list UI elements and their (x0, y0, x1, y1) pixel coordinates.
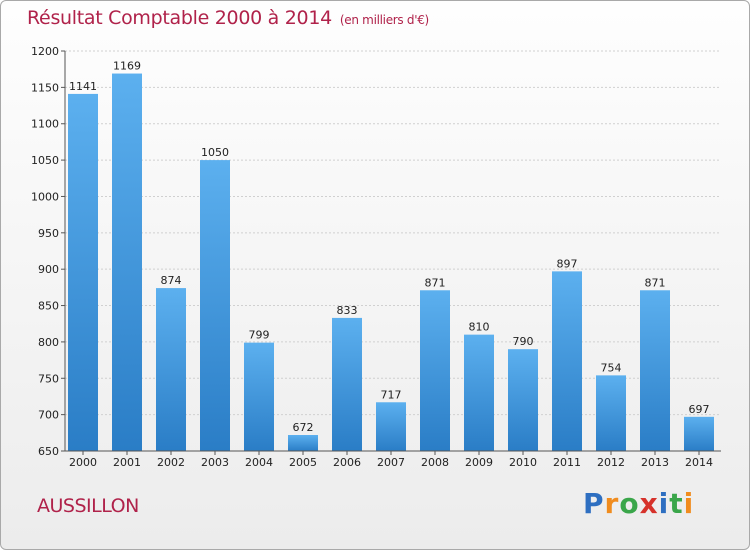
x-tick-label-2005: 2005 (289, 456, 317, 469)
x-tick-label-2014: 2014 (685, 456, 713, 469)
x-tick-label-2010: 2010 (509, 456, 537, 469)
proxiti-logo: Proxiti (583, 487, 694, 520)
x-tick-label-2003: 2003 (201, 456, 229, 469)
value-label-2011: 897 (557, 257, 578, 270)
value-label-2003: 1050 (201, 146, 229, 159)
value-label-2007: 717 (381, 388, 402, 401)
value-label-2009: 810 (469, 321, 490, 334)
y-tick-label: 850 (38, 300, 59, 313)
x-tick-label-2008: 2008 (421, 456, 449, 469)
x-tick-label-2001: 2001 (113, 456, 141, 469)
bar-2001 (112, 73, 142, 451)
value-label-2013: 871 (645, 276, 666, 289)
y-tick-label: 650 (38, 445, 59, 458)
y-tick-label: 1150 (31, 81, 59, 94)
logo-letter: r (604, 487, 620, 520)
chart-subtitle: (en milliers d'€) (339, 13, 429, 27)
bar-2004 (244, 342, 274, 451)
x-tick-label-2002: 2002 (157, 456, 185, 469)
bar-2013 (640, 290, 670, 451)
y-tick-label: 1000 (31, 190, 59, 203)
y-tick-label: 750 (38, 372, 59, 385)
bar-2002 (156, 288, 186, 451)
value-label-2001: 1169 (113, 60, 141, 73)
y-tick-label: 1100 (31, 118, 59, 131)
logo-letter: t (669, 487, 684, 520)
bar-2009 (464, 334, 494, 451)
value-label-2004: 799 (249, 329, 270, 342)
y-tick-label: 800 (38, 336, 59, 349)
x-tick-label-2009: 2009 (465, 456, 493, 469)
bar-2006 (332, 317, 362, 451)
x-tick-label-2006: 2006 (333, 456, 361, 469)
bar-2008 (420, 290, 450, 451)
value-label-2005: 672 (293, 421, 314, 434)
logo-letter: x (639, 487, 659, 520)
bar-2007 (376, 402, 406, 451)
value-label-2014: 697 (689, 403, 710, 416)
y-tick-label: 950 (38, 227, 59, 240)
y-tick-label: 900 (38, 263, 59, 276)
bar-2000 (68, 93, 98, 451)
x-tick-label-2013: 2013 (641, 456, 669, 469)
x-tick-label-2004: 2004 (245, 456, 273, 469)
x-tick-label-2011: 2011 (553, 456, 581, 469)
value-label-2006: 833 (337, 304, 358, 317)
bar-2005 (288, 435, 318, 451)
chart-title: Résultat Comptable 2000 à 2014 (en millie… (27, 7, 429, 29)
logo-letter: i (683, 487, 695, 520)
logo-letter: P (583, 487, 605, 520)
y-tick-label: 1200 (31, 45, 59, 58)
logo-letter: o (619, 487, 640, 520)
x-tick-label-2000: 2000 (69, 456, 97, 469)
value-label-2000: 1141 (69, 80, 97, 93)
bar-2012 (596, 375, 626, 451)
value-label-2012: 754 (601, 361, 622, 374)
bar-2014 (684, 416, 714, 451)
logo-letter: i (658, 487, 670, 520)
y-tick-label: 700 (38, 409, 59, 422)
bar-2011 (552, 271, 582, 451)
commune-name: AUSSILLON (37, 495, 139, 517)
y-tick-label: 1050 (31, 154, 59, 167)
bar-2003 (200, 160, 230, 451)
value-label-2008: 871 (425, 276, 446, 289)
x-tick-label-2007: 2007 (377, 456, 405, 469)
value-label-2010: 790 (513, 335, 534, 348)
x-tick-label-2012: 2012 (597, 456, 625, 469)
bar-2010 (508, 349, 538, 451)
chart-title-text: Résultat Comptable 2000 à 2014 (27, 7, 332, 29)
value-label-2002: 874 (161, 274, 182, 287)
